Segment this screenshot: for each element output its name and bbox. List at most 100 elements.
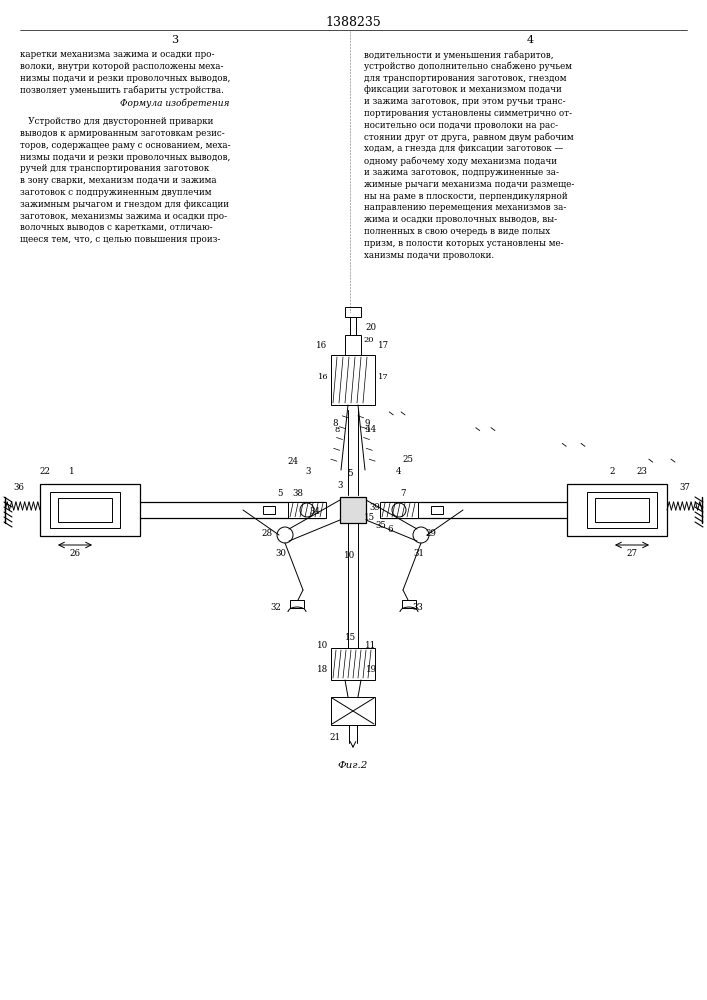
Text: заготовок, механизмы зажима и осадки про-: заготовок, механизмы зажима и осадки про… bbox=[20, 212, 227, 221]
Text: 3: 3 bbox=[337, 482, 343, 490]
Text: 14: 14 bbox=[366, 426, 377, 434]
Text: 17: 17 bbox=[378, 373, 388, 381]
Text: 35: 35 bbox=[375, 520, 387, 530]
Text: 16: 16 bbox=[315, 340, 327, 350]
Text: 23: 23 bbox=[636, 468, 648, 477]
Text: жимные рычаги механизма подачи размеще-: жимные рычаги механизма подачи размеще- bbox=[364, 180, 574, 189]
Text: 5: 5 bbox=[277, 489, 283, 498]
Text: водительности и уменьшения габаритов,: водительности и уменьшения габаритов, bbox=[364, 50, 554, 60]
Text: 11: 11 bbox=[366, 641, 377, 650]
Text: устройство дополнительно снабжено ручьем: устройство дополнительно снабжено ручьем bbox=[364, 62, 572, 71]
Text: 15: 15 bbox=[363, 514, 375, 522]
Text: ны на раме в плоскости, перпендикулярной: ны на раме в плоскости, перпендикулярной bbox=[364, 192, 568, 201]
Text: Фиг.2: Фиг.2 bbox=[338, 760, 368, 770]
Text: для транспортирования заготовок, гнездом: для транспортирования заготовок, гнездом bbox=[364, 74, 566, 83]
Bar bbox=[331, 355, 375, 405]
Bar bbox=[263, 506, 275, 514]
Bar bbox=[50, 492, 120, 528]
Circle shape bbox=[277, 527, 293, 543]
Text: 8: 8 bbox=[334, 426, 339, 434]
Text: полненных в свою очередь в виде полых: полненных в свою очередь в виде полых bbox=[364, 227, 550, 236]
Bar bbox=[380, 502, 418, 518]
Bar bbox=[402, 600, 416, 608]
Text: 9: 9 bbox=[364, 426, 370, 434]
Text: 4: 4 bbox=[395, 468, 401, 477]
Text: 8: 8 bbox=[332, 418, 338, 428]
Text: 10: 10 bbox=[317, 641, 329, 650]
Bar bbox=[345, 335, 361, 355]
Text: низмы подачи и резки проволочных выводов,: низмы подачи и резки проволочных выводов… bbox=[20, 74, 230, 83]
Bar bbox=[587, 492, 657, 528]
Text: одному рабочему ходу механизма подачи: одному рабочему ходу механизма подачи bbox=[364, 156, 557, 166]
Text: каретки механизма зажима и осадки про-: каретки механизма зажима и осадки про- bbox=[20, 50, 214, 59]
Text: волочных выводов с каретками, отличаю-: волочных выводов с каретками, отличаю- bbox=[20, 223, 213, 232]
Bar bbox=[331, 697, 375, 725]
Circle shape bbox=[413, 527, 429, 543]
Text: волоки, внутри которой расположены меха-: волоки, внутри которой расположены меха- bbox=[20, 62, 223, 71]
Bar bbox=[331, 648, 375, 680]
Text: 24: 24 bbox=[288, 458, 298, 466]
Text: 26: 26 bbox=[69, 550, 81, 558]
Text: 33: 33 bbox=[413, 603, 423, 612]
Text: щееся тем, что, с целью повышения произ-: щееся тем, что, с целью повышения произ- bbox=[20, 235, 221, 244]
Text: 18: 18 bbox=[317, 666, 329, 674]
Text: 21: 21 bbox=[329, 732, 341, 742]
Text: ручей для транспортирования заготовок: ручей для транспортирования заготовок bbox=[20, 164, 209, 173]
Text: 4: 4 bbox=[527, 35, 534, 45]
Text: в зону сварки, механизм подачи и зажима: в зону сварки, механизм подачи и зажима bbox=[20, 176, 216, 185]
Text: 5: 5 bbox=[347, 468, 353, 478]
Text: призм, в полости которых установлены ме-: призм, в полости которых установлены ме- bbox=[364, 239, 563, 248]
Text: жима и осадки проволочных выводов, вы-: жима и осадки проволочных выводов, вы- bbox=[364, 215, 557, 224]
Text: и зажима заготовок, подпружиненные за-: и зажима заготовок, подпружиненные за- bbox=[364, 168, 559, 177]
Text: 3: 3 bbox=[305, 468, 310, 477]
Text: 22: 22 bbox=[40, 468, 50, 477]
Text: 29: 29 bbox=[426, 528, 436, 538]
Text: 30: 30 bbox=[276, 548, 286, 558]
Text: носительно оси подачи проволоки на рас-: носительно оси подачи проволоки на рас- bbox=[364, 121, 558, 130]
Text: заготовок с подпружиненным двуплечим: заготовок с подпружиненным двуплечим bbox=[20, 188, 211, 197]
Text: 25: 25 bbox=[402, 456, 414, 464]
Text: 10: 10 bbox=[344, 550, 356, 560]
Text: 7: 7 bbox=[400, 489, 406, 498]
Text: 34: 34 bbox=[310, 508, 320, 516]
Text: 9: 9 bbox=[364, 418, 370, 428]
Text: 19: 19 bbox=[366, 666, 377, 674]
Text: 39: 39 bbox=[370, 504, 380, 512]
Text: 32: 32 bbox=[271, 603, 281, 612]
Text: 6: 6 bbox=[387, 526, 393, 534]
Bar bbox=[595, 498, 649, 522]
Text: позволяет уменьшить габариты устройства.: позволяет уменьшить габариты устройства. bbox=[20, 85, 224, 95]
Text: 20: 20 bbox=[363, 336, 374, 344]
Text: Формула изобретения: Формула изобретения bbox=[120, 98, 230, 108]
Bar bbox=[40, 484, 140, 536]
Text: 16: 16 bbox=[317, 373, 328, 381]
Bar bbox=[345, 307, 361, 317]
Text: зажимным рычагом и гнездом для фиксации: зажимным рычагом и гнездом для фиксации bbox=[20, 200, 229, 209]
Text: 2: 2 bbox=[609, 468, 615, 477]
Text: и зажима заготовок, при этом ручьи транс-: и зажима заготовок, при этом ручьи транс… bbox=[364, 97, 566, 106]
Text: 20: 20 bbox=[366, 322, 377, 332]
Bar bbox=[340, 497, 366, 523]
Text: 37: 37 bbox=[679, 484, 691, 492]
Text: 1388235: 1388235 bbox=[325, 15, 381, 28]
Text: Устройство для двусторонней приварки: Устройство для двусторонней приварки bbox=[20, 117, 214, 126]
Text: фиксации заготовок и механизмом подачи: фиксации заготовок и механизмом подачи bbox=[364, 85, 562, 94]
Text: портирования установлены симметрично от-: портирования установлены симметрично от- bbox=[364, 109, 572, 118]
Text: 31: 31 bbox=[414, 548, 424, 558]
Bar bbox=[58, 498, 112, 522]
Text: направлению перемещения механизмов за-: направлению перемещения механизмов за- bbox=[364, 203, 566, 212]
Text: 28: 28 bbox=[262, 528, 273, 538]
Text: 1: 1 bbox=[69, 468, 75, 477]
Text: 3: 3 bbox=[171, 35, 179, 45]
Text: 27: 27 bbox=[626, 550, 638, 558]
Text: торов, содержащее раму с основанием, меха-: торов, содержащее раму с основанием, мех… bbox=[20, 141, 230, 150]
Bar bbox=[288, 502, 326, 518]
Bar bbox=[290, 600, 304, 608]
Text: стоянии друг от друга, равном двум рабочим: стоянии друг от друга, равном двум рабоч… bbox=[364, 133, 573, 142]
Bar bbox=[567, 484, 667, 536]
Text: ходам, а гнезда для фиксации заготовок —: ходам, а гнезда для фиксации заготовок — bbox=[364, 144, 563, 153]
Text: 17: 17 bbox=[378, 340, 389, 350]
Text: 38: 38 bbox=[293, 489, 303, 498]
Bar bbox=[431, 506, 443, 514]
Text: выводов к армированным заготовкам резис-: выводов к армированным заготовкам резис- bbox=[20, 129, 225, 138]
